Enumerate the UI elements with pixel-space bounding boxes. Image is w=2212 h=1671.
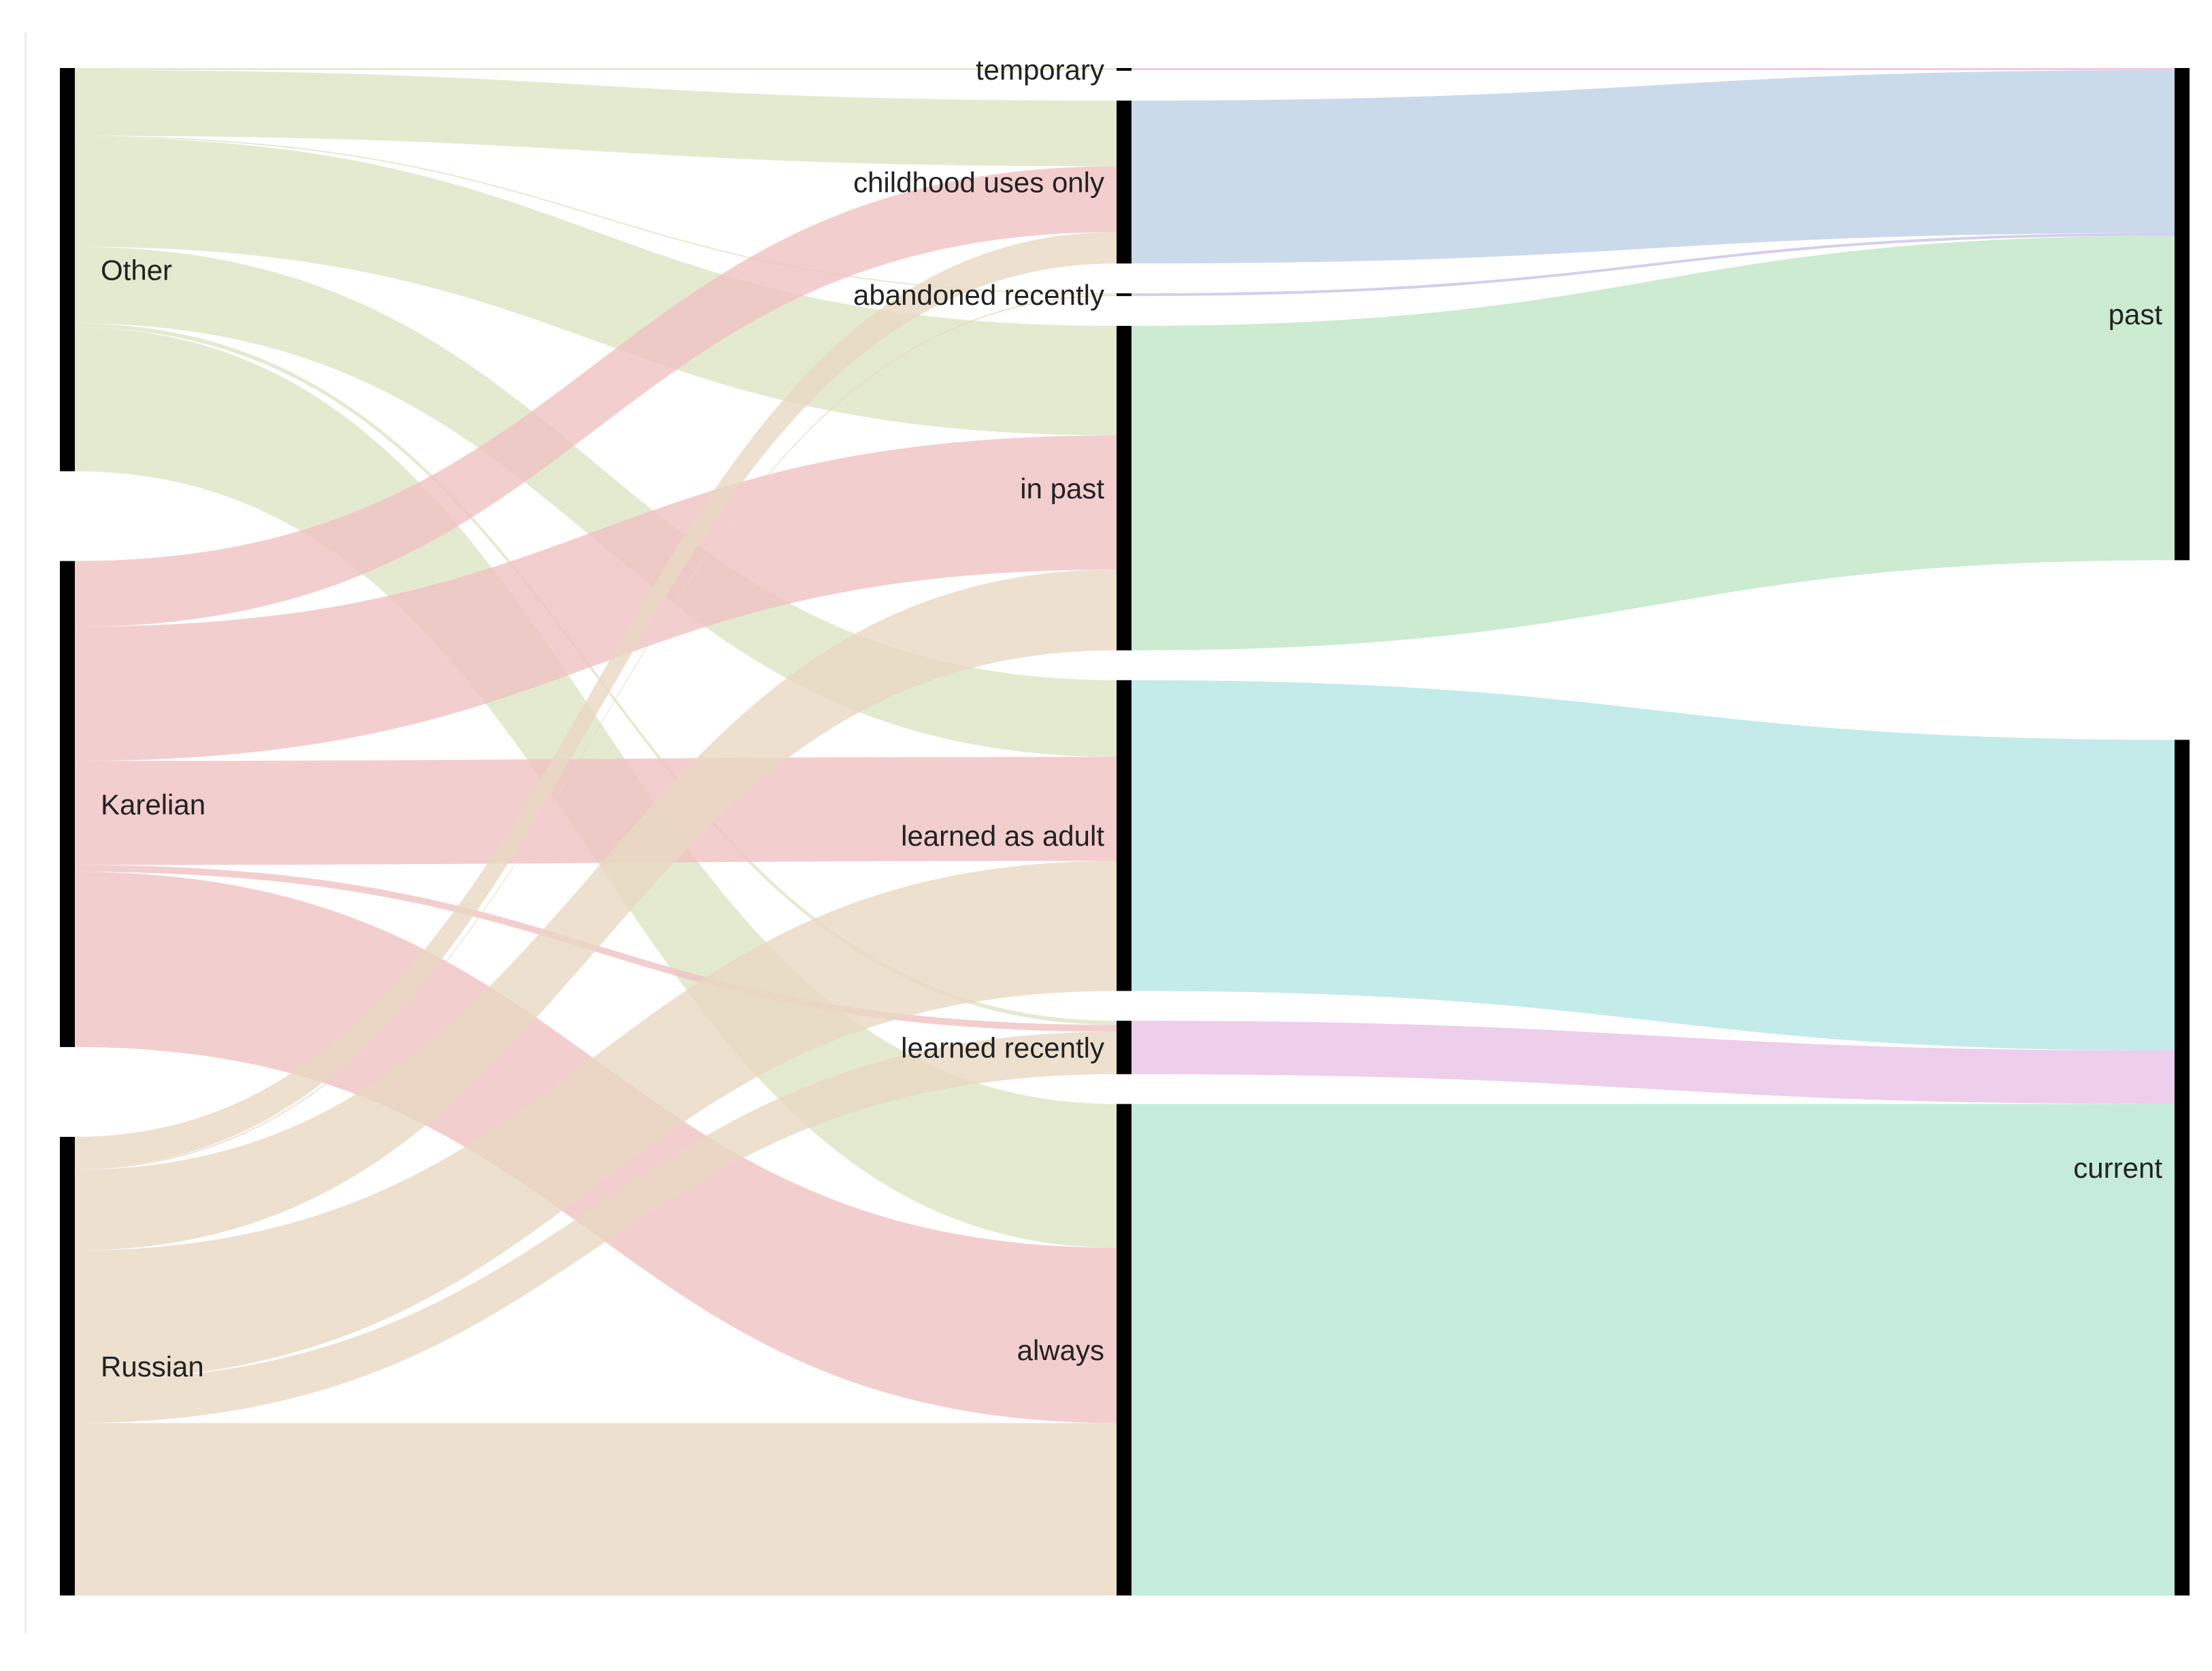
- node-label-recently: learned recently: [901, 1032, 1104, 1064]
- node-label-adult: learned as adult: [901, 820, 1104, 852]
- link-russian-to-adult: [75, 861, 1117, 1381]
- link-always-to-current: [1132, 1104, 2175, 1595]
- link-inpast-to-past: [1132, 235, 2175, 650]
- node-bar-other: [60, 68, 75, 471]
- node-bar-childhood: [1117, 100, 1132, 264]
- node-label-other: Other: [101, 254, 172, 286]
- link-abandoned-to-past: [1132, 233, 2175, 297]
- node-bar-always: [1117, 1104, 1132, 1595]
- link-other-to-childhood: [75, 70, 1117, 167]
- link-karelian-to-inpast: [75, 435, 1117, 761]
- link-recently-to-current: [1132, 1021, 2175, 1104]
- node-label-childhood: childhood uses only: [853, 167, 1104, 199]
- link-childhood-to-past: [1132, 70, 2175, 264]
- link-other-to-abandoned: [75, 135, 1117, 295]
- node-bar-past: [2175, 68, 2190, 561]
- node-label-russian: Russian: [101, 1351, 204, 1383]
- node-bar-current: [2175, 740, 2190, 1595]
- link-karelian-to-childhood: [75, 166, 1117, 627]
- node-label-past: past: [2109, 299, 2163, 331]
- node-label-current: current: [2073, 1152, 2162, 1184]
- node-bar-abandoned: [1117, 293, 1132, 297]
- node-bar-adult: [1117, 680, 1132, 991]
- node-label-inpast: in past: [1020, 472, 1104, 504]
- link-adult-to-current: [1132, 680, 2175, 1051]
- link-karelian-to-adult: [75, 757, 1117, 865]
- link-russian-to-inpast: [75, 569, 1117, 1251]
- link-other-to-inpast: [75, 137, 1117, 435]
- link-russian-to-abandoned: [75, 295, 1117, 1170]
- node-label-karelian: Karelian: [101, 789, 205, 821]
- node-bar-karelian: [60, 561, 75, 1047]
- node-bar-inpast: [1117, 325, 1132, 650]
- sankey-links: [75, 68, 2175, 1595]
- node-bar-recently: [1117, 1021, 1132, 1074]
- sankey-labels: Other Karelian Russian temporary childhood u…: [101, 54, 2162, 1383]
- link-russian-to-childhood: [75, 232, 1117, 1169]
- node-label-always: always: [1017, 1334, 1104, 1366]
- link-other-to-recently: [75, 323, 1117, 1025]
- node-label-abandoned: abandoned recently: [853, 279, 1104, 311]
- node-label-temporary: temporary: [976, 54, 1104, 86]
- link-other-to-adult: [75, 246, 1117, 757]
- link-russian-to-recently: [75, 1031, 1117, 1423]
- link-russian-to-always: [75, 1423, 1117, 1595]
- node-bar-russian: [60, 1136, 75, 1595]
- sankey-nodes: [60, 68, 2190, 1595]
- node-bar-temporary: [1117, 68, 1132, 71]
- link-other-to-temporary: [75, 68, 1117, 71]
- left-border-rule: [24, 33, 27, 1633]
- link-temporary-to-past: [1132, 68, 2175, 71]
